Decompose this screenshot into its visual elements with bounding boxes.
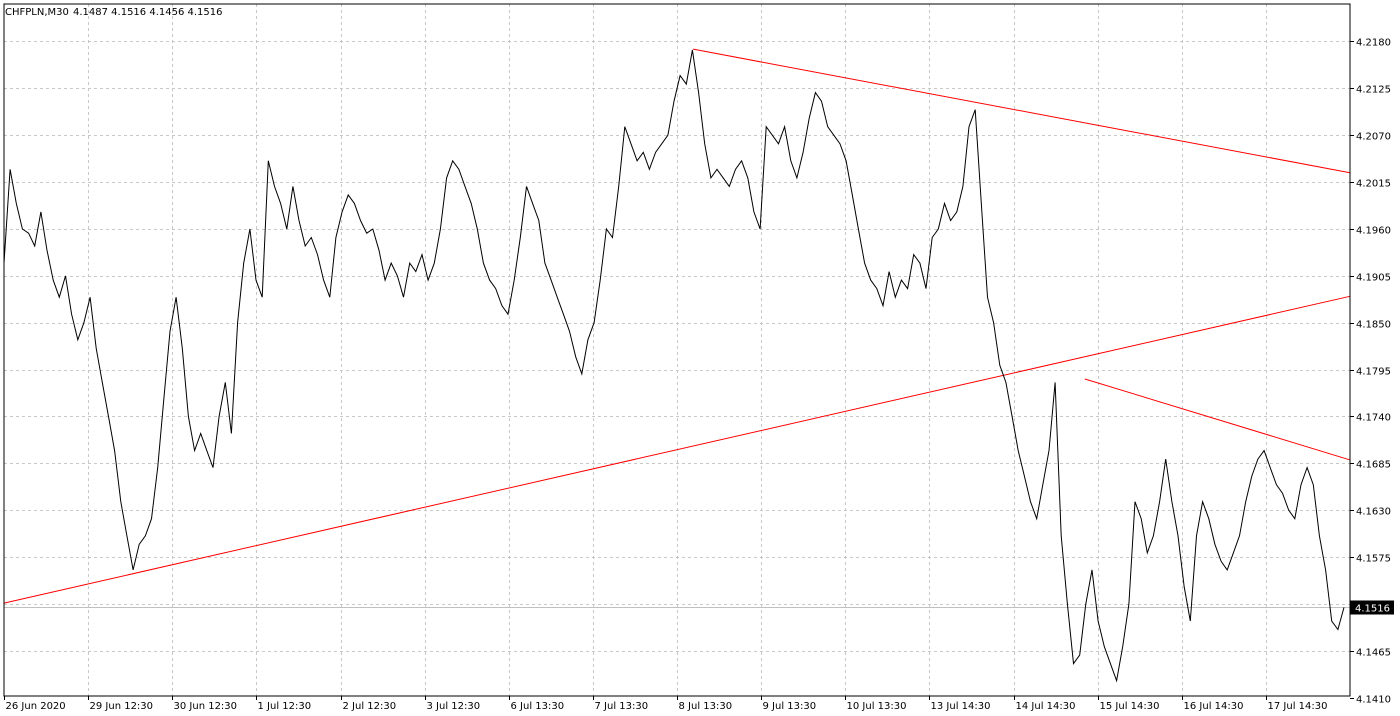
y-tick-label: 4.1740 (1356, 413, 1391, 424)
y-tick-label: 4.1410 (1356, 695, 1391, 706)
current-price-tag: 4.1516 (1350, 600, 1394, 615)
y-tick-label: 4.1630 (1356, 507, 1391, 518)
x-tick-label: 15 Jul 14:30 (1100, 701, 1160, 712)
y-tick-label: 4.1575 (1356, 554, 1391, 565)
trendline (3, 295, 1351, 604)
y-tick-label: 4.1850 (1356, 320, 1391, 331)
x-tick-label: 3 Jul 12:30 (427, 701, 481, 712)
x-tick-label: 30 Jun 12:30 (174, 701, 238, 712)
trendline (1084, 378, 1351, 461)
x-tick-label: 9 Jul 13:30 (763, 701, 817, 712)
x-tick-label: 10 Jul 13:30 (847, 701, 907, 712)
x-tick-label: 26 Jun 2020 (6, 701, 66, 712)
current-price-value: 4.1516 (1355, 604, 1390, 615)
x-tick-label: 1 Jul 12:30 (258, 701, 312, 712)
y-tick-label: 4.2070 (1356, 132, 1391, 143)
x-tick-label: 14 Jul 14:30 (1016, 701, 1076, 712)
x-tick-label: 6 Jul 13:30 (511, 701, 565, 712)
x-tick-label: 16 Jul 14:30 (1184, 701, 1244, 712)
x-tick-label: 13 Jul 14:30 (931, 701, 991, 712)
current-price-tag-bg (1350, 600, 1394, 615)
grid (4, 4, 1350, 696)
series (3, 49, 1345, 683)
x-tick-label: 17 Jul 14:30 (1268, 701, 1328, 712)
y-tick-label: 4.1685 (1356, 460, 1391, 471)
y-tick-label: 4.2015 (1356, 179, 1391, 190)
y-tick-label: 4.2180 (1356, 38, 1391, 49)
y-tick-label: 4.1795 (1356, 367, 1391, 378)
y-tick-label: 4.1960 (1356, 226, 1391, 237)
trendline (693, 48, 1351, 174)
y-tick-label: 4.1465 (1356, 648, 1391, 659)
trendlines (3, 48, 1351, 604)
y-tick-label: 4.2125 (1356, 85, 1391, 96)
x-tick-label: 29 Jun 12:30 (90, 701, 154, 712)
x-tick-label: 8 Jul 13:30 (679, 701, 733, 712)
x-tick-label: 2 Jul 12:30 (343, 701, 397, 712)
symbol-label: CHFPLN,M30 (5, 7, 69, 18)
ohlc-label: 4.1487 4.1516 4.1456 4.1516 (73, 7, 223, 18)
x-tick-label: 7 Jul 13:30 (595, 701, 649, 712)
price-line (3, 49, 1345, 683)
y-tick-label: 4.1905 (1356, 273, 1391, 284)
